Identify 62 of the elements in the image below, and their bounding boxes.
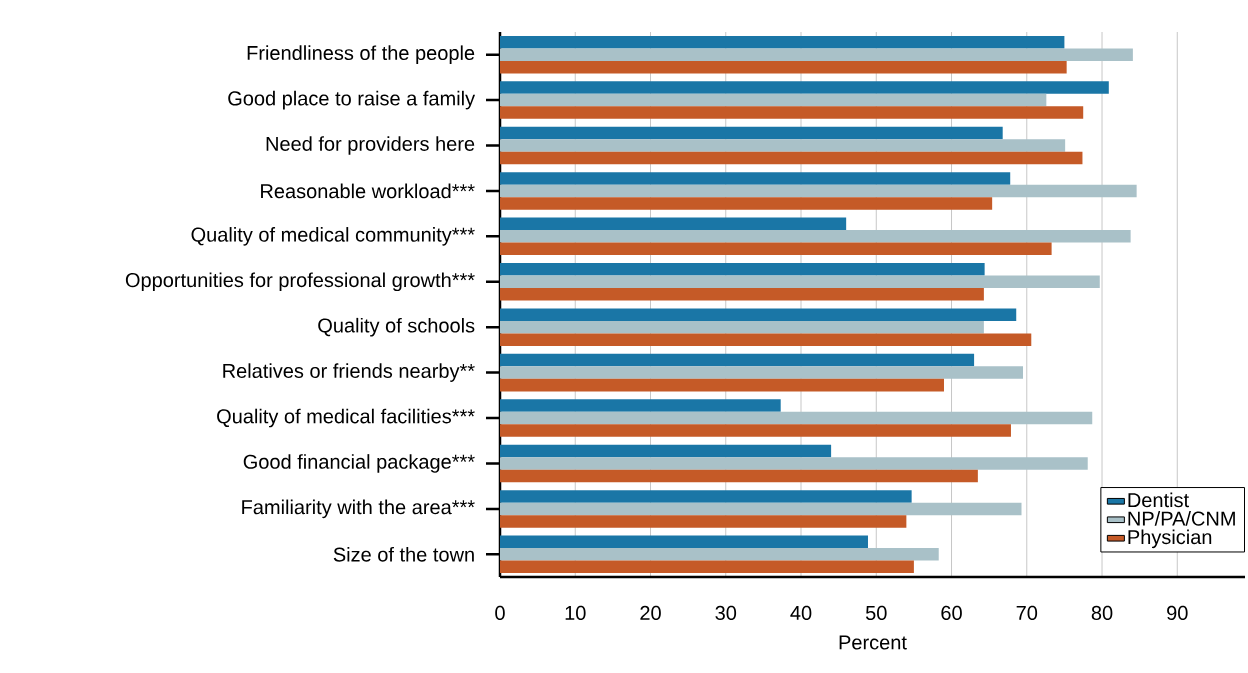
y-tick-label: Quality of schools: [318, 317, 475, 337]
bar: [500, 366, 1024, 379]
x-tick-label: 60: [941, 605, 962, 621]
bar: [500, 548, 939, 561]
bar: [500, 469, 978, 483]
bar: [500, 411, 1093, 425]
bar: [500, 560, 914, 574]
bar: [500, 457, 1088, 470]
x-axis-title: Percent: [839, 635, 907, 650]
bar: [500, 126, 1003, 140]
bar: [500, 217, 847, 231]
legend-label: Physician: [1128, 529, 1212, 549]
y-tick-label: Friendliness of the people: [247, 45, 475, 65]
bar: [500, 230, 1131, 243]
bar: [500, 424, 1011, 437]
bar: [500, 151, 1083, 165]
bar: [500, 242, 1052, 256]
x-tick-label: 70: [1016, 605, 1038, 621]
bar: [500, 333, 1032, 346]
x-tick-label: 0: [495, 605, 505, 621]
legend-label: NP/PA/CNM: [1128, 511, 1235, 526]
legend-label: Dentist: [1128, 492, 1189, 508]
bar: [500, 60, 1067, 74]
bar: [500, 502, 1022, 516]
bar: [500, 93, 1047, 107]
x-tick-label: 30: [715, 605, 737, 621]
bar: [500, 490, 912, 503]
bar: [500, 275, 1100, 289]
bar: [500, 48, 1133, 61]
x-tick-label: 20: [640, 605, 661, 621]
y-tick-label: Familiarity with the area***: [242, 499, 475, 519]
bar: [500, 515, 907, 528]
bar: [500, 81, 1109, 94]
y-tick-label: Reasonable workload***: [261, 183, 475, 199]
x-tick-label: 10: [565, 605, 586, 621]
y-tick-label: Quality of medical community***: [191, 227, 475, 246]
bar: [500, 35, 1065, 49]
bar: [500, 184, 1137, 198]
bar: [500, 263, 985, 276]
bar: [500, 288, 984, 301]
x-tick-label: 90: [1167, 605, 1188, 621]
y-tick-label: Size of the town: [333, 546, 474, 562]
y-tick-label: Good financial package***: [243, 454, 475, 473]
y-tick-label: Need for providers here: [266, 136, 475, 155]
y-tick-label: Quality of medical facilities***: [217, 408, 475, 428]
y-tick-label: Opportunities for professional growth***: [125, 272, 475, 292]
bar: [500, 535, 868, 549]
x-tick-label: 80: [1091, 605, 1113, 621]
bar: [500, 139, 1066, 152]
bar: [500, 320, 984, 334]
bar: [500, 172, 1011, 185]
bar: [500, 353, 975, 367]
bar: [500, 444, 832, 458]
x-tick-label: 40: [790, 605, 812, 621]
bar: [500, 399, 781, 412]
bar: [500, 308, 1017, 321]
bar: [500, 106, 1084, 119]
x-tick-label: 50: [865, 605, 887, 621]
bar: [500, 197, 993, 210]
bar: [500, 378, 944, 392]
y-tick-label: Good place to raise a family: [228, 90, 476, 110]
y-tick-label: Relatives or friends nearby**: [223, 363, 475, 382]
